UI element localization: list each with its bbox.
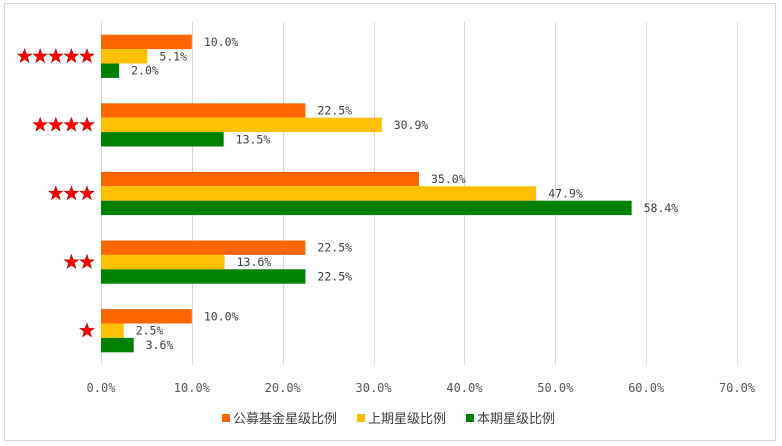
x-tick-label-2: 20.0% [265, 381, 302, 395]
data-label-series2-cat0: 2.0% [131, 64, 159, 78]
x-tick-label-4: 40.0% [446, 381, 483, 395]
star-icon [63, 116, 80, 132]
bar-series2-cat0[interactable] [101, 63, 120, 78]
bar-series0-cat1[interactable] [101, 103, 306, 118]
legend-label-2: 本期星级比例 [477, 412, 555, 427]
data-label-series1-cat3: 13.6% [237, 255, 272, 269]
star-icon [47, 116, 64, 132]
legend-swatch-0 [222, 414, 230, 422]
bars [101, 34, 632, 353]
star-icon [16, 48, 33, 64]
data-label-series0-cat4: 10.0% [204, 309, 239, 323]
data-label-series0-cat0: 10.0% [204, 35, 239, 49]
data-label-series2-cat4: 3.6% [146, 338, 174, 352]
x-tick-label-3: 30.0% [356, 381, 393, 395]
x-axis-ticks: 0.0% 10.0% 20.0% 30.0% 40.0% 50.0% 60.0% 70.0% [87, 381, 756, 395]
bar-series2-cat4[interactable] [101, 337, 134, 353]
bar-series1-cat1[interactable] [101, 117, 382, 133]
star-icon [79, 253, 95, 269]
legend-swatch-1 [357, 414, 365, 422]
category-label-3: ★★ [63, 253, 95, 269]
data-labels: 10.0% 22.5% 35.0% 22.5% 10.0% 5.1% 30.9% 47.9% 1… [131, 35, 678, 352]
star-icon [63, 48, 80, 64]
category-label-2: ★★★ [47, 185, 95, 201]
bar-series1-cat4[interactable] [101, 323, 124, 338]
bar-series2-cat1[interactable] [101, 132, 224, 147]
legend-label-1: 上期星级比例 [368, 412, 446, 427]
x-tick-label-5: 50.0% [537, 381, 574, 395]
bar-series0-cat2[interactable] [101, 171, 419, 187]
category-label-1: ★★★★ [32, 116, 95, 132]
data-label-series2-cat2: 58.4% [644, 201, 679, 215]
bar-series2-cat2[interactable] [101, 200, 632, 216]
x-tick-label-0: 0.0% [87, 381, 117, 395]
category-label-0: ★★★★★ [16, 48, 95, 64]
bar-series2-cat3[interactable] [101, 269, 306, 284]
category-label-4: ★ [79, 322, 95, 338]
x-tick-label-7: 70.0% [719, 381, 756, 395]
data-label-series2-cat1: 13.5% [236, 132, 271, 146]
bar-series0-cat0[interactable] [101, 34, 192, 50]
data-label-series1-cat0: 5.1% [159, 49, 187, 63]
data-label-series0-cat3: 22.5% [317, 241, 352, 255]
x-tick-label-6: 60.0% [628, 381, 665, 395]
legend-item-1[interactable]: 上期星级比例 [357, 412, 446, 427]
star-icon [47, 185, 64, 201]
legend-item-0[interactable]: 公募基金星级比例 [222, 411, 337, 427]
data-label-series1-cat4: 2.5% [136, 324, 164, 338]
star-icon [79, 48, 95, 64]
bar-series0-cat3[interactable] [101, 240, 306, 255]
legend-swatch-2 [466, 414, 474, 422]
star-icon [79, 322, 95, 338]
data-label-series1-cat1: 30.9% [394, 118, 429, 132]
star-icon [32, 48, 49, 64]
data-label-series1-cat2: 47.9% [548, 187, 583, 201]
legend-label-0: 公募基金星级比例 [233, 411, 337, 427]
bar-series1-cat0[interactable] [101, 49, 148, 64]
legend[interactable]: 公募基金星级比例 上期星级比例 本期星级比例 [222, 411, 555, 427]
star-icon [79, 185, 95, 201]
chart-frame [4, 3, 776, 441]
data-label-series0-cat1: 22.5% [317, 104, 352, 118]
bar-series1-cat3[interactable] [101, 254, 225, 270]
bar-series1-cat2[interactable] [101, 186, 537, 201]
data-label-series0-cat2: 35.0% [431, 172, 466, 186]
x-tick-label-1: 10.0% [174, 381, 211, 395]
legend-item-2[interactable]: 本期星级比例 [466, 412, 555, 427]
bar-series0-cat4[interactable] [101, 309, 192, 324]
star-icon [32, 116, 49, 132]
star-icon [47, 48, 64, 64]
category-labels: ★★★★★★★★★★★★★★★ [16, 48, 95, 338]
star-icon [63, 185, 80, 201]
star-icon [63, 253, 80, 269]
data-label-series2-cat3: 22.5% [317, 270, 352, 284]
star-icon [79, 116, 95, 132]
